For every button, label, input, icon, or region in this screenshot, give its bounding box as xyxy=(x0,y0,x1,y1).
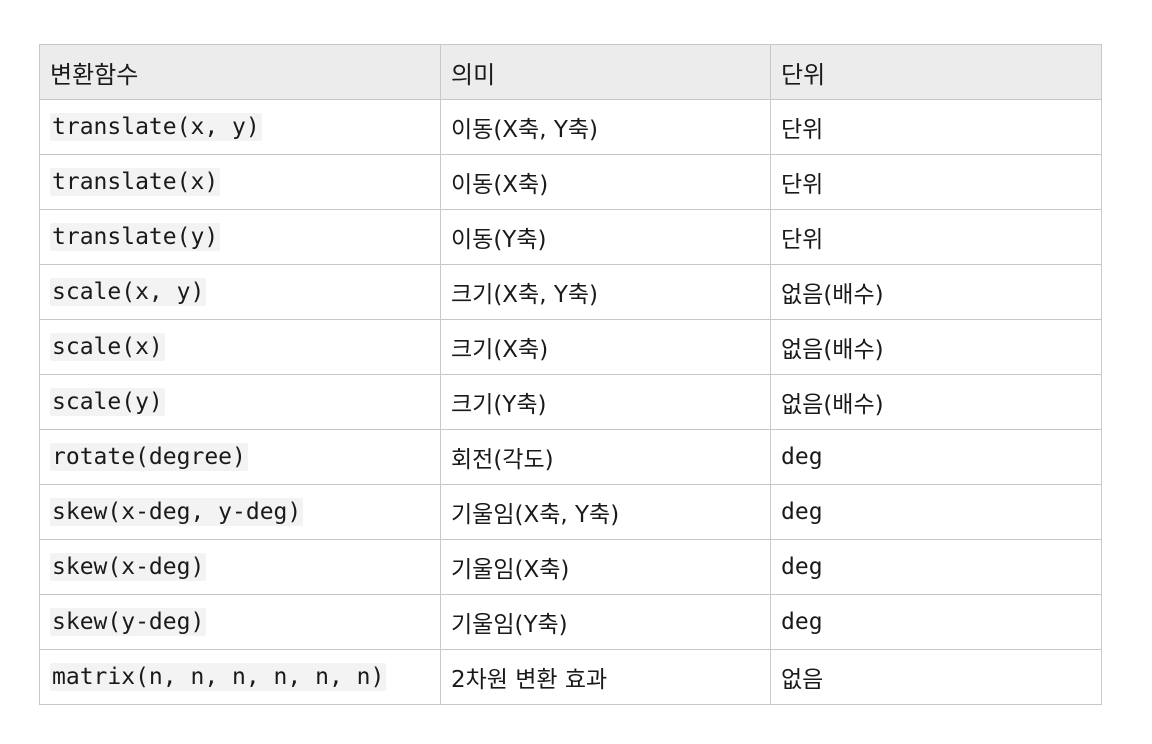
unit-cell: 단위 xyxy=(770,99,1102,155)
function-code: translate(x, y) xyxy=(50,113,262,141)
meaning-cell: 이동(Y축) xyxy=(440,209,771,265)
table-row: matrix(n, n, n, n, n, n) 2차원 변환 효과 없음 xyxy=(39,649,1102,705)
meaning-cell: 이동(X축, Y축) xyxy=(440,99,771,155)
meaning-cell: 기울임(X축, Y축) xyxy=(440,484,771,540)
function-code: matrix(n, n, n, n, n, n) xyxy=(50,663,387,691)
function-code: scale(y) xyxy=(50,388,165,416)
function-cell: translate(x, y) xyxy=(39,99,441,155)
function-cell: scale(x, y) xyxy=(39,264,441,320)
function-cell: translate(x) xyxy=(39,154,441,210)
function-cell: skew(x-deg) xyxy=(39,539,441,595)
function-cell: translate(y) xyxy=(39,209,441,265)
unit-code: deg xyxy=(781,609,823,635)
table-row: scale(x, y) 크기(X축, Y축) 없음(배수) xyxy=(39,264,1102,320)
unit-cell: 없음(배수) xyxy=(770,319,1102,375)
unit-cell: 없음(배수) xyxy=(770,264,1102,320)
transform-functions-table-container: 변환함수 의미 단위 translate(x, y) 이동(X축, Y축) 단위… xyxy=(39,44,1102,705)
table-row: translate(y) 이동(Y축) 단위 xyxy=(39,209,1102,265)
table-row: skew(y-deg) 기울임(Y축) deg xyxy=(39,594,1102,650)
unit-cell: deg xyxy=(770,484,1102,540)
function-code: rotate(degree) xyxy=(50,443,248,471)
unit-code: deg xyxy=(781,554,823,580)
unit-cell: deg xyxy=(770,429,1102,485)
function-code: scale(x) xyxy=(50,333,165,361)
function-code: scale(x, y) xyxy=(50,278,207,306)
function-cell: skew(x-deg, y-deg) xyxy=(39,484,441,540)
header-meaning: 의미 xyxy=(440,44,771,100)
table-header-row: 변환함수 의미 단위 xyxy=(39,44,1102,100)
unit-cell: 없음 xyxy=(770,649,1102,705)
table-row: scale(x) 크기(X축) 없음(배수) xyxy=(39,319,1102,375)
table-row: rotate(degree) 회전(각도) deg xyxy=(39,429,1102,485)
meaning-cell: 크기(X축, Y축) xyxy=(440,264,771,320)
function-code: skew(x-deg, y-deg) xyxy=(50,498,304,526)
unit-code: deg xyxy=(781,499,823,525)
function-code: skew(x-deg) xyxy=(50,553,207,581)
unit-code: deg xyxy=(781,444,823,470)
meaning-cell: 2차원 변환 효과 xyxy=(440,649,771,705)
header-unit: 단위 xyxy=(770,44,1102,100)
table-row: scale(y) 크기(Y축) 없음(배수) xyxy=(39,374,1102,430)
unit-cell: 단위 xyxy=(770,209,1102,265)
function-code: translate(x) xyxy=(50,168,221,196)
table-row: skew(x-deg, y-deg) 기울임(X축, Y축) deg xyxy=(39,484,1102,540)
meaning-cell: 이동(X축) xyxy=(440,154,771,210)
unit-cell: 없음(배수) xyxy=(770,374,1102,430)
meaning-cell: 기울임(X축) xyxy=(440,539,771,595)
table-row: translate(x, y) 이동(X축, Y축) 단위 xyxy=(39,99,1102,155)
function-cell: scale(x) xyxy=(39,319,441,375)
header-function: 변환함수 xyxy=(39,44,441,100)
meaning-cell: 기울임(Y축) xyxy=(440,594,771,650)
unit-cell: 단위 xyxy=(770,154,1102,210)
table-row: translate(x) 이동(X축) 단위 xyxy=(39,154,1102,210)
unit-cell: deg xyxy=(770,594,1102,650)
unit-cell: deg xyxy=(770,539,1102,595)
function-cell: skew(y-deg) xyxy=(39,594,441,650)
function-cell: matrix(n, n, n, n, n, n) xyxy=(39,649,441,705)
table-row: skew(x-deg) 기울임(X축) deg xyxy=(39,539,1102,595)
meaning-cell: 크기(Y축) xyxy=(440,374,771,430)
function-code: translate(y) xyxy=(50,223,221,251)
function-cell: rotate(degree) xyxy=(39,429,441,485)
meaning-cell: 크기(X축) xyxy=(440,319,771,375)
meaning-cell: 회전(각도) xyxy=(440,429,771,485)
function-code: skew(y-deg) xyxy=(50,608,207,636)
function-cell: scale(y) xyxy=(39,374,441,430)
transform-functions-table: 변환함수 의미 단위 translate(x, y) 이동(X축, Y축) 단위… xyxy=(39,44,1102,705)
